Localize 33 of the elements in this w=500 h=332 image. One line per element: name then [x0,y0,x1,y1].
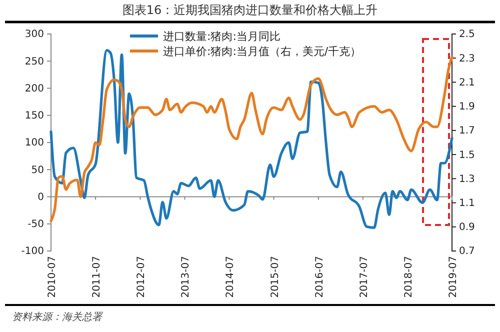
text: 资料来源：海关总署 [12,311,103,323]
y2-tick-label: 1.5 [459,150,475,161]
y2-tick-label: 1.7 [459,126,475,137]
y2-tick-label: 0.7 [459,246,475,258]
y-tick-label: 200 [24,83,44,94]
chart-title: 图表16：近期我国猪肉进口数量和价格大幅上升 [122,3,378,17]
legend-label: 进口单价:猪肉:当月值（右，美元/千克） [163,45,362,58]
y2-tick-label: 0.9 [459,222,475,234]
y2-tick-label: 1.1 [459,198,475,209]
y2-tick-label: 2.1 [459,77,475,88]
x-tick-label: 2018-07 [403,256,414,298]
y2-tick-label: 1.3 [459,174,475,185]
y-tick-label: -50 [28,219,44,230]
x-tick-label: 2014-07 [225,256,236,298]
x-tick-label: 2015-07 [270,256,281,298]
y2-tick-label: 2.5 [459,29,475,40]
y-tick-label: 150 [24,110,44,122]
y-tick-label: 0 [38,192,44,203]
y-tick-label: 300 [24,29,44,40]
x-tick-label: 2013-07 [180,256,192,298]
x-tick-label: 2011-07 [92,256,103,298]
x-tick-label: 2010-07 [47,256,58,298]
y-tick-label: 50 [31,164,44,176]
x-tick-label: 2017-07 [358,256,370,298]
y2-tick-label: 1.9 [459,102,475,113]
y-tick-label: 250 [24,56,44,68]
x-tick-label: 2012-07 [136,256,148,298]
legend-label: 进口数量:猪肉:当月同比 [163,30,280,43]
x-tick-label: 2019-07 [448,256,459,298]
y-tick-label: -100 [21,246,44,258]
y2-tick-label: 2.3 [459,53,475,64]
x-tick-label: 2016-07 [314,256,326,298]
y-tick-label: 100 [24,138,44,149]
